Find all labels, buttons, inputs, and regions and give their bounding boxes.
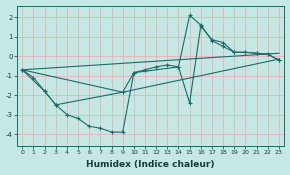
X-axis label: Humidex (Indice chaleur): Humidex (Indice chaleur) xyxy=(86,160,215,169)
